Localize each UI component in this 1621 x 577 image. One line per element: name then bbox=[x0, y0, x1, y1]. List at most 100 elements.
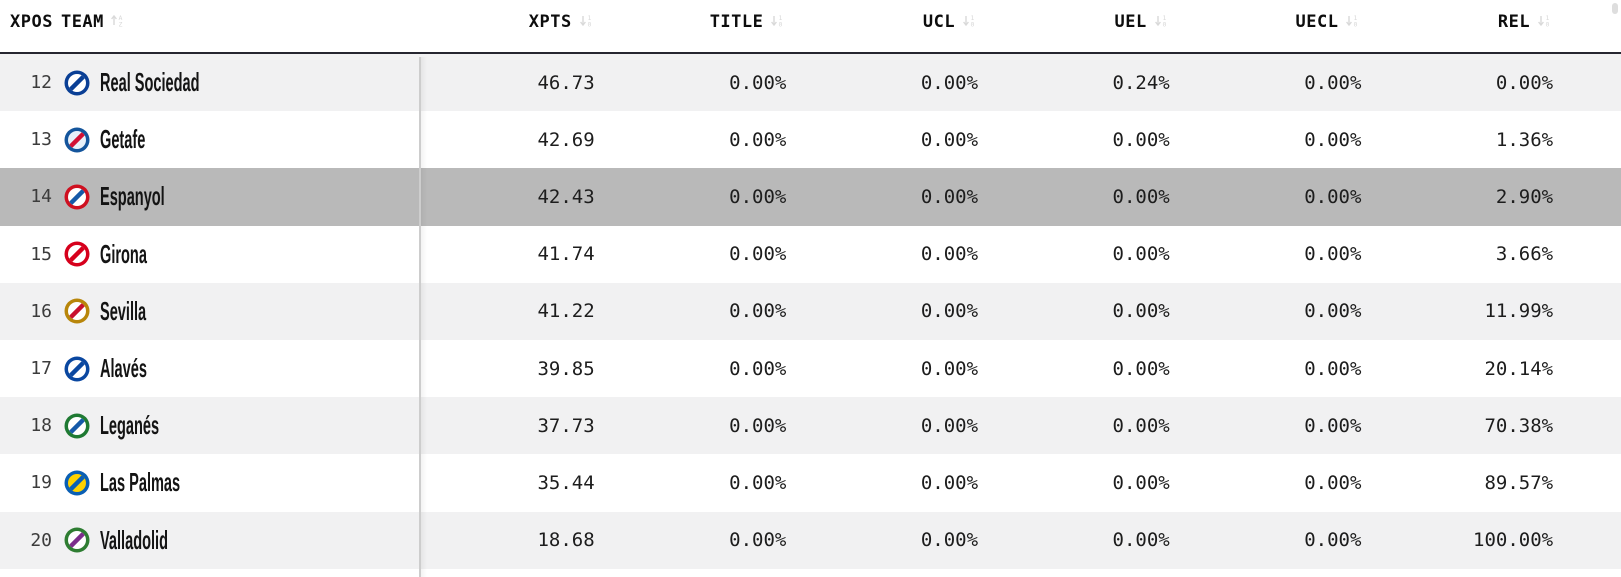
cell-uecl: 0.00% bbox=[1304, 357, 1362, 380]
col-header-uel[interactable]: UEL 1 0 bbox=[995, 12, 1187, 32]
cell-xpos: 17 bbox=[30, 358, 52, 380]
svg-text:1: 1 bbox=[1162, 13, 1166, 21]
table-row[interactable]: 17 Alavés 39.85 0.00% 0.00% 0.00% 0.00% … bbox=[0, 339, 1621, 398]
table-row[interactable]: 12 Real Sociedad 46.73 0.00% 0.00% 0.24%… bbox=[0, 54, 1621, 112]
cell-rel: 70.38% bbox=[1484, 414, 1554, 437]
svg-text:A: A bbox=[118, 13, 122, 21]
svg-text:1: 1 bbox=[587, 13, 591, 21]
cell-team: Getafe bbox=[52, 124, 420, 155]
table-row[interactable]: 13 Getafe 42.69 0.00% 0.00% 0.00% 0.00% … bbox=[0, 111, 1621, 169]
cell-xpos: 15 bbox=[30, 243, 52, 265]
cell-uel: 0.00% bbox=[1112, 414, 1170, 437]
table-row[interactable]: 14 Espanyol 42.43 0.00% 0.00% 0.00% 0.00… bbox=[0, 168, 1621, 226]
team-crest-icon bbox=[64, 298, 90, 324]
cell-xpos: 16 bbox=[30, 300, 52, 322]
team-name: Valladolid bbox=[100, 524, 168, 555]
team-crest-icon bbox=[64, 241, 90, 267]
cell-xpts: 37.73 bbox=[537, 414, 595, 437]
cell-xpos: 13 bbox=[30, 129, 52, 151]
team-name: Espanyol bbox=[100, 181, 165, 212]
team-name: Sevilla bbox=[100, 295, 147, 326]
team-crest-icon bbox=[64, 70, 90, 96]
cell-title: 0.00% bbox=[729, 128, 787, 151]
svg-text:0: 0 bbox=[587, 20, 591, 27]
col-header-rel[interactable]: REL 1 0 bbox=[1378, 12, 1570, 32]
col-header-ucl[interactable]: UCL 1 0 bbox=[803, 12, 995, 32]
team-name: Las Palmas bbox=[100, 467, 181, 498]
cell-team: Espanyol bbox=[52, 181, 420, 212]
cell-uel: 0.24% bbox=[1112, 71, 1170, 94]
sort-alpha-icon[interactable]: A Z bbox=[110, 13, 126, 32]
cell-uecl: 0.00% bbox=[1304, 471, 1362, 494]
cell-uel: 0.00% bbox=[1112, 300, 1170, 323]
cell-rel: 1.36% bbox=[1495, 128, 1554, 151]
cell-rel: 100.00% bbox=[1473, 529, 1554, 552]
scrollbar-thumb[interactable] bbox=[1612, 3, 1618, 14]
cell-team: Girona bbox=[52, 239, 420, 270]
team-crest-icon bbox=[64, 184, 90, 210]
svg-text:Z: Z bbox=[118, 20, 122, 27]
cell-xpos: 20 bbox=[30, 529, 52, 551]
sort-numeric-icon: 1 0 bbox=[579, 13, 595, 32]
team-name: Girona bbox=[100, 238, 147, 269]
cell-uel: 0.00% bbox=[1112, 128, 1170, 151]
pinned-column-divider bbox=[419, 56, 421, 577]
cell-xpts: 41.74 bbox=[537, 243, 595, 266]
table-row[interactable]: 16 Sevilla 41.22 0.00% 0.00% 0.00% 0.00%… bbox=[0, 282, 1621, 340]
cell-title: 0.00% bbox=[729, 185, 787, 208]
col-header-xpos[interactable]: XPOS bbox=[10, 12, 53, 32]
table-body: 12 Real Sociedad 46.73 0.00% 0.00% 0.24%… bbox=[0, 54, 1621, 569]
svg-text:1: 1 bbox=[971, 13, 975, 21]
cell-uecl: 0.00% bbox=[1304, 185, 1362, 208]
svg-text:1: 1 bbox=[1354, 13, 1358, 21]
col-header-uecl[interactable]: UECL 1 0 bbox=[1187, 12, 1379, 32]
cell-uecl: 0.00% bbox=[1304, 300, 1362, 323]
cell-ucl: 0.00% bbox=[920, 128, 979, 151]
team-name: Leganés bbox=[100, 410, 160, 441]
cell-uel: 0.00% bbox=[1112, 529, 1170, 552]
cell-uecl: 0.00% bbox=[1304, 128, 1362, 151]
team-crest-icon bbox=[64, 127, 90, 153]
cell-ucl: 0.00% bbox=[920, 300, 979, 323]
cell-title: 0.00% bbox=[729, 71, 787, 94]
col-header-team[interactable]: TEAM bbox=[60, 12, 104, 32]
table-row[interactable]: 20 Valladolid 18.68 0.00% 0.00% 0.00% 0.… bbox=[0, 511, 1621, 569]
cell-title: 0.00% bbox=[729, 243, 787, 266]
cell-title: 0.00% bbox=[729, 414, 787, 437]
cell-xpos: 19 bbox=[30, 472, 52, 494]
cell-title: 0.00% bbox=[729, 529, 787, 552]
team-name: Alavés bbox=[100, 353, 147, 384]
svg-text:0: 0 bbox=[1162, 20, 1166, 27]
sort-numeric-icon: 1 0 bbox=[1154, 13, 1170, 32]
cell-uecl: 0.00% bbox=[1304, 529, 1362, 552]
cell-ucl: 0.00% bbox=[920, 357, 979, 380]
cell-title: 0.00% bbox=[729, 300, 787, 323]
cell-xpts: 18.68 bbox=[537, 529, 595, 552]
cell-ucl: 0.00% bbox=[920, 414, 979, 437]
svg-text:0: 0 bbox=[971, 20, 975, 27]
sort-numeric-icon: 1 0 bbox=[770, 13, 786, 32]
cell-team: Valladolid bbox=[52, 525, 420, 556]
cell-team: Las Palmas bbox=[52, 467, 420, 498]
team-crest-icon bbox=[64, 527, 90, 553]
cell-rel: 3.66% bbox=[1495, 243, 1554, 266]
col-header-xpts[interactable]: XPTS 1 0 bbox=[420, 12, 612, 32]
cell-xpos: 12 bbox=[30, 72, 52, 94]
cell-rel: 2.90% bbox=[1495, 185, 1554, 208]
cell-xpts: 46.73 bbox=[537, 71, 595, 94]
sort-numeric-icon: 1 0 bbox=[1345, 13, 1361, 32]
table-row[interactable]: 19 Las Palmas 35.44 0.00% 0.00% 0.00% 0.… bbox=[0, 454, 1621, 512]
table-header: XPOS TEAM A Z XPTS 1 bbox=[0, 0, 1621, 54]
cell-ucl: 0.00% bbox=[920, 185, 979, 208]
col-header-title[interactable]: TITLE 1 0 bbox=[612, 12, 804, 32]
cell-uel: 0.00% bbox=[1112, 471, 1170, 494]
cell-ucl: 0.00% bbox=[920, 471, 979, 494]
svg-text:0: 0 bbox=[1354, 20, 1358, 27]
cell-rel: 11.99% bbox=[1484, 300, 1554, 323]
cell-xpts: 42.69 bbox=[537, 128, 595, 151]
cell-xpts: 42.43 bbox=[537, 185, 595, 208]
cell-title: 0.00% bbox=[729, 357, 787, 380]
table-row[interactable]: 15 Girona 41.74 0.00% 0.00% 0.00% 0.00% … bbox=[0, 225, 1621, 283]
table-row[interactable]: 18 Leganés 37.73 0.00% 0.00% 0.00% 0.00%… bbox=[0, 397, 1621, 455]
